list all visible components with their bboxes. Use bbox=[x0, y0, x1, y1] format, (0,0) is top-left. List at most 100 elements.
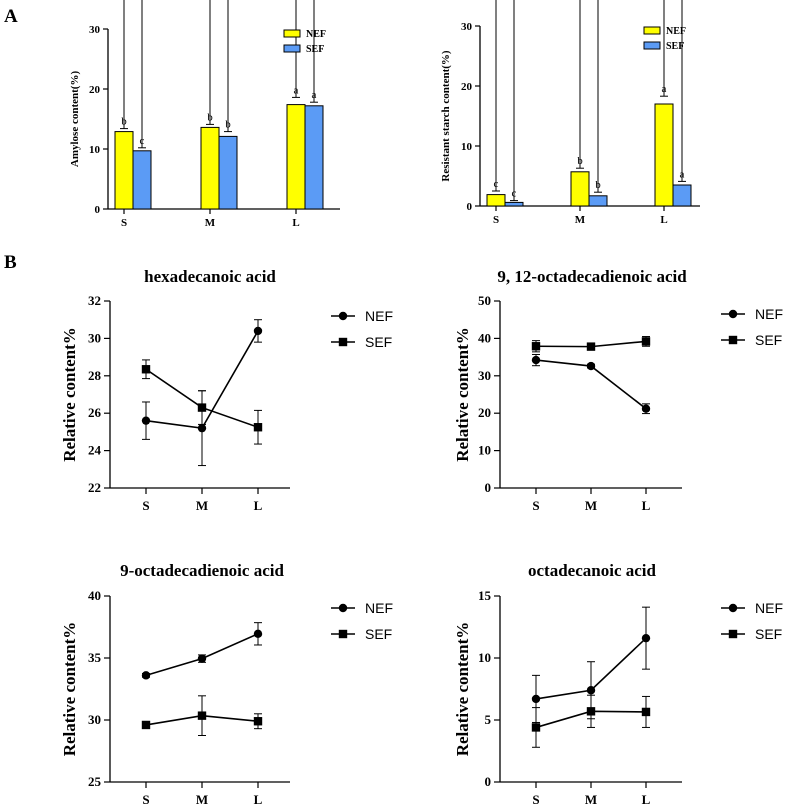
resistant-starch-bar-sef bbox=[504, 201, 524, 207]
octadecanoic-x-tick-label: M bbox=[585, 792, 597, 806]
hexadecanoic-y-tick-label: 30 bbox=[88, 330, 101, 345]
resistant-starch-legend-swatch-nef bbox=[643, 26, 661, 35]
octadecadienoic-9-legend-label-nef: NEF bbox=[365, 600, 393, 616]
amylose-significance-label: b bbox=[121, 116, 127, 128]
amylose-bar-sef bbox=[218, 135, 238, 210]
octadecanoic-title: octadecanoic acid bbox=[528, 561, 656, 580]
hexadecanoic-y-tick-label: 28 bbox=[88, 368, 102, 383]
amylose-y-tick-label: 10 bbox=[89, 144, 101, 156]
octadecadienoic-9-legend-label-sef: SEF bbox=[365, 626, 392, 642]
amylose-bar-nef bbox=[114, 131, 134, 210]
octadecanoic-legend-label-sef: SEF bbox=[755, 626, 782, 642]
octadecanoic-x-tick-label: L bbox=[642, 792, 651, 806]
amylose-y-tick-label: 0 bbox=[95, 204, 101, 216]
octadecadienoic-9-12-nef-circle-marker bbox=[531, 355, 541, 365]
hexadecanoic-y-axis-label: Relative content% bbox=[60, 327, 79, 462]
resistant-starch-significance-label: b bbox=[595, 179, 601, 191]
octadecanoic-sef-square-marker bbox=[586, 707, 596, 716]
hexadecanoic-sef-square-marker bbox=[141, 365, 151, 374]
octadecadienoic-9-12-title: 9, 12-octadecadienoic acid bbox=[497, 267, 687, 286]
amylose-bar-nef bbox=[200, 126, 220, 210]
octadecanoic-legend-sef-square-marker bbox=[728, 629, 738, 639]
octadecadienoic-9-y-tick-label: 35 bbox=[88, 650, 102, 665]
resistant-starch-x-tick-label: L bbox=[660, 214, 667, 226]
octadecanoic-legend-nef-circle-marker bbox=[728, 603, 738, 613]
octadecadienoic-9-12-y-tick-label: 50 bbox=[478, 293, 491, 308]
hexadecanoic-y-tick-label: 32 bbox=[88, 293, 101, 308]
resistant-starch-y-tick-label: 0 bbox=[467, 201, 473, 213]
octadecadienoic-9-12-sef-square-marker bbox=[641, 337, 651, 346]
hexadecanoic-x-tick-label: S bbox=[142, 498, 149, 513]
octadecadienoic-9-12-nef-circle-marker bbox=[641, 404, 651, 413]
hexadecanoic-x-tick-label: L bbox=[254, 498, 263, 513]
octadecadienoic-9-nef-circle-marker bbox=[253, 629, 263, 639]
resistant-starch-y-axis-label: Resistant starch content(%) bbox=[440, 50, 452, 182]
octadecadienoic-9-x-tick-label: S bbox=[142, 792, 149, 806]
resistant-starch-x-tick-label: S bbox=[493, 214, 499, 226]
resistant-starch-bar-nef bbox=[486, 194, 506, 207]
resistant-starch-bar-nef bbox=[570, 171, 590, 207]
octadecadienoic-9-legend-sef-square-marker bbox=[338, 629, 348, 639]
octadecadienoic-9-12-y-tick-label: 40 bbox=[478, 330, 491, 345]
resistant-starch-significance-label: a bbox=[680, 168, 685, 180]
octadecadienoic-9-12-legend-nef-circle-marker bbox=[728, 309, 738, 319]
resistant-starch-significance-label: c bbox=[512, 188, 517, 200]
octadecadienoic-9-legend-nef-circle-marker bbox=[338, 603, 348, 613]
octadecadienoic-9-12-sef-square-marker bbox=[531, 342, 541, 351]
amylose-y-tick-label: 20 bbox=[89, 84, 101, 96]
octadecadienoic-9-12-y-tick-label: 0 bbox=[485, 480, 492, 495]
resistant-starch-significance-label: c bbox=[494, 178, 499, 190]
octadecanoic-legend-label-nef: NEF bbox=[755, 600, 783, 616]
octadecadienoic-9-sef-square-marker bbox=[141, 720, 151, 730]
panel-label-a: A bbox=[4, 6, 18, 27]
octadecanoic-y-tick-label: 10 bbox=[478, 650, 491, 665]
octadecadienoic-9-nef-circle-marker bbox=[141, 671, 151, 680]
amylose-legend-swatch-nef bbox=[283, 29, 301, 38]
hexadecanoic-title: hexadecanoic acid bbox=[144, 267, 276, 286]
resistant-starch-legend-swatch-sef bbox=[643, 41, 661, 50]
amylose-significance-label: a bbox=[312, 89, 317, 101]
octadecadienoic-9-title: 9-octadecadienoic acid bbox=[120, 561, 284, 580]
octadecanoic-nef-circle-marker bbox=[586, 686, 596, 695]
amylose-legend-label-nef: NEF bbox=[306, 29, 326, 40]
hexadecanoic-nef-circle-marker bbox=[141, 416, 151, 425]
panel-label-b: B bbox=[4, 252, 17, 273]
amylose-y-axis-label: Amylose content(%) bbox=[69, 71, 81, 168]
resistant-starch-y-tick-label: 20 bbox=[461, 81, 473, 93]
octadecadienoic-9-y-tick-label: 40 bbox=[88, 588, 101, 603]
amylose-bar-nef bbox=[286, 104, 306, 210]
octadecadienoic-9-y-axis-label: Relative content% bbox=[60, 622, 79, 757]
octadecanoic-y-tick-label: 0 bbox=[485, 774, 492, 789]
octadecanoic-nef-circle-marker bbox=[531, 694, 541, 704]
hexadecanoic-y-tick-label: 26 bbox=[88, 405, 102, 420]
amylose-x-tick-label: S bbox=[121, 217, 127, 229]
amylose-significance-label: b bbox=[207, 111, 213, 123]
amylose-x-tick-label: L bbox=[292, 217, 299, 229]
hexadecanoic-nef-circle-marker bbox=[197, 423, 207, 433]
octadecadienoic-9-12-x-tick-label: M bbox=[585, 498, 597, 513]
octadecanoic-y-tick-label: 15 bbox=[478, 588, 492, 603]
resistant-starch-bar-sef bbox=[588, 195, 608, 207]
octadecanoic-x-tick-label: S bbox=[532, 792, 539, 806]
octadecanoic-sef-square-marker bbox=[641, 707, 651, 717]
octadecadienoic-9-nef-circle-marker bbox=[197, 654, 207, 663]
hexadecanoic-x-tick-label: M bbox=[196, 498, 208, 513]
hexadecanoic-legend-nef-circle-marker bbox=[338, 311, 348, 321]
octadecadienoic-9-12-nef-circle-marker bbox=[586, 361, 596, 371]
octadecadienoic-9-y-tick-label: 25 bbox=[88, 774, 102, 789]
octadecadienoic-9-12-legend-label-sef: SEF bbox=[755, 332, 782, 348]
octadecadienoic-9-12-x-tick-label: L bbox=[642, 498, 651, 513]
octadecadienoic-9-12-y-tick-label: 30 bbox=[478, 368, 491, 383]
amylose-legend-swatch-sef bbox=[283, 44, 301, 53]
amylose-significance-label: b bbox=[225, 119, 231, 131]
octadecanoic-nef-circle-marker bbox=[641, 633, 651, 643]
hexadecanoic-legend-label-sef: SEF bbox=[365, 334, 392, 350]
hexadecanoic-legend-label-nef: NEF bbox=[365, 308, 393, 324]
octadecanoic-y-tick-label: 5 bbox=[485, 712, 492, 727]
octadecadienoic-9-12-y-axis-label: Relative content% bbox=[453, 327, 472, 462]
amylose-significance-label: a bbox=[294, 84, 299, 96]
octadecadienoic-9-12-legend-sef-square-marker bbox=[728, 335, 738, 345]
octadecadienoic-9-x-tick-label: L bbox=[254, 792, 263, 806]
